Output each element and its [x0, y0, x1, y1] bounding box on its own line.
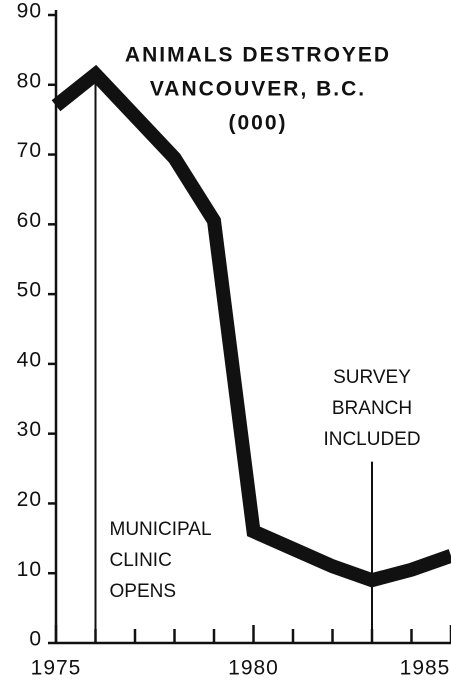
annotation-text: BRANCH — [332, 398, 412, 419]
annotation-text: OPENS — [110, 581, 177, 602]
chart-title: VANCOUVER, B.C. — [150, 78, 366, 101]
x-tick-label: 1985 — [400, 657, 451, 680]
y-tick-label: 20 — [17, 488, 42, 511]
y-tick-label: 70 — [17, 139, 42, 162]
y-tick-label: 40 — [17, 348, 42, 371]
y-tick-label: 0 — [29, 628, 42, 651]
y-tick-label: 90 — [17, 0, 42, 23]
y-tick-label: 60 — [17, 209, 42, 232]
y-tick-label: 50 — [17, 279, 42, 302]
annotation-text: SURVEY — [333, 367, 411, 388]
y-tick-label: 30 — [17, 418, 42, 441]
annotation-text: CLINIC — [110, 550, 172, 571]
data-line — [51, 64, 451, 588]
x-tick-label: 1980 — [228, 657, 279, 680]
annotation-text: INCLUDED — [323, 429, 420, 450]
y-tick-label: 10 — [17, 558, 42, 581]
chart-title: ANIMALS DESTROYED — [125, 44, 391, 67]
x-tick-label: 1975 — [31, 657, 82, 680]
chart-title: (000) — [228, 112, 287, 135]
y-tick-label: 80 — [17, 69, 42, 92]
annotation-text: MUNICIPAL — [110, 519, 212, 540]
